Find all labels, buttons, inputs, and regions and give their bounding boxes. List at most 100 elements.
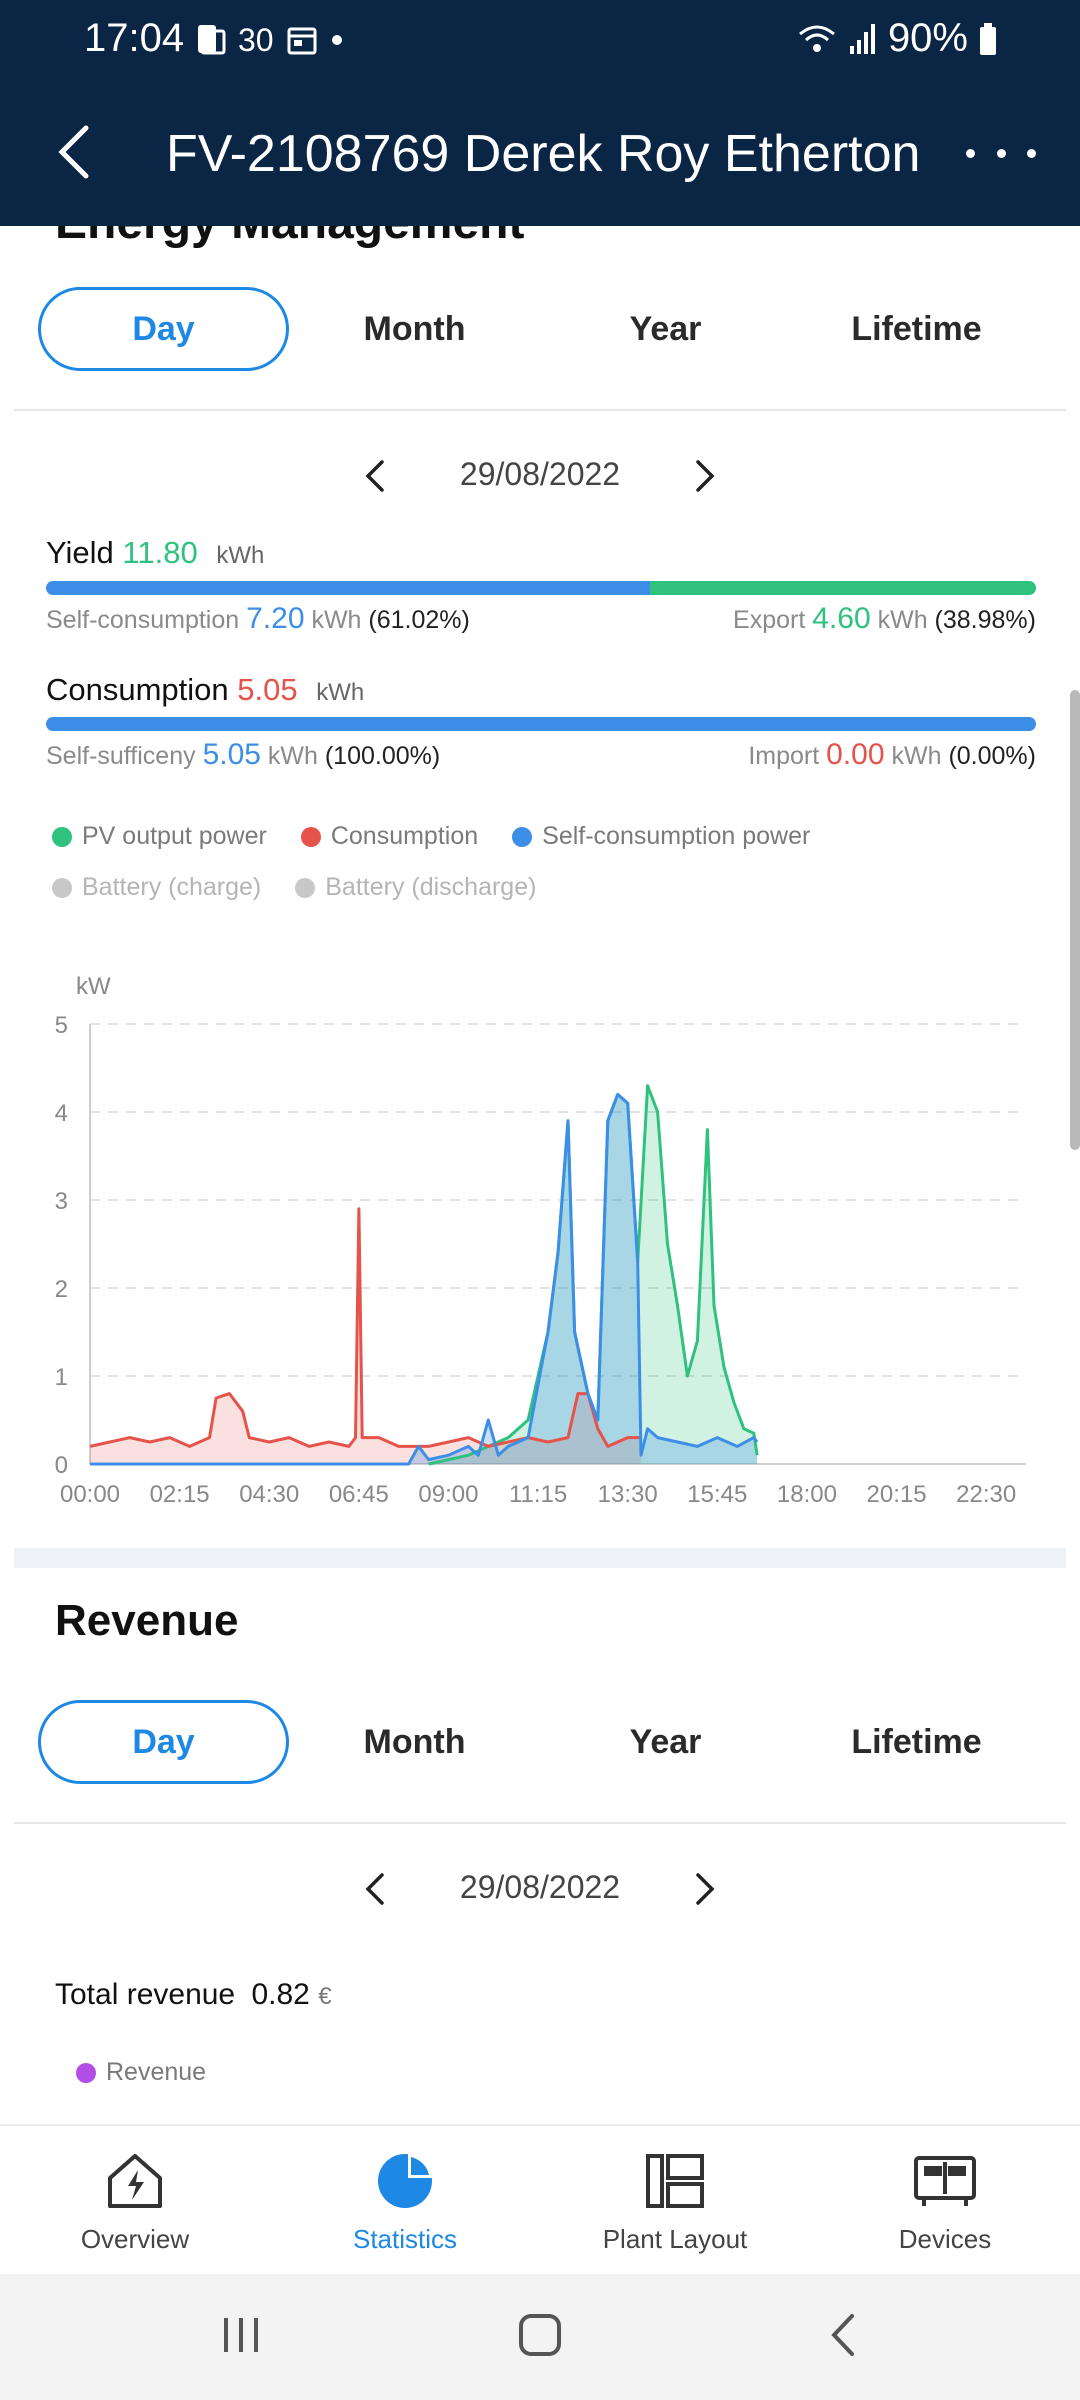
- title-bar: FV-2108769 Derek Roy Etherton: [0, 100, 1080, 210]
- next-date-icon[interactable]: [690, 456, 720, 496]
- nav-label: Overview: [80, 2224, 190, 2254]
- energy-tab-day[interactable]: Day: [38, 287, 289, 371]
- import-value: 0.00: [826, 738, 885, 771]
- yield-self-consumption-segment: [46, 581, 651, 595]
- battery-percent: 90%: [887, 16, 968, 60]
- previous-date-icon[interactable]: [360, 1869, 390, 1909]
- energy-date-nav: 29/08/2022: [0, 448, 1080, 508]
- previous-date-icon[interactable]: [360, 456, 390, 496]
- series-line-self-consumption-power: [90, 1092, 759, 1466]
- energy-tab-month[interactable]: Month: [363, 309, 466, 348]
- energy-tab-year[interactable]: Year: [629, 309, 702, 348]
- divider: [14, 1822, 1066, 1824]
- y-tick-label: 5: [55, 1012, 68, 1039]
- legend-consumption[interactable]: Consumption: [300, 822, 479, 851]
- energy-period-tabs: Day Month Year Lifetime: [38, 287, 1042, 371]
- home-icon[interactable]: [515, 2310, 565, 2360]
- y-tick-label: 3: [55, 1188, 68, 1215]
- self-sufficiency-info: Self-sufficeny 5.05 kWh (100.00%): [46, 738, 440, 772]
- nav-devices[interactable]: Devices: [810, 2126, 1080, 2276]
- app-header: 17:04 30 90% FV-2108769 Derek Roy Ethert…: [0, 0, 1080, 226]
- calendar-icon: [287, 27, 317, 55]
- self-sufficiency-label: Self-sufficeny: [46, 742, 196, 770]
- revenue-section-title: Revenue: [55, 1596, 239, 1645]
- scrollbar[interactable]: [1070, 690, 1080, 1150]
- y-axis-label: kW: [76, 973, 111, 1000]
- device-icon: [914, 2156, 976, 2206]
- bottom-navigation: Overview Statistics Plant Layout Devices: [0, 2124, 1080, 2274]
- revenue-tab-lifetime[interactable]: Lifetime: [851, 1722, 982, 1761]
- section-separator: [14, 1548, 1066, 1568]
- lightning-house-icon: [108, 2154, 162, 2208]
- energy-tab-lifetime[interactable]: Lifetime: [851, 309, 982, 348]
- nav-label: Statistics: [352, 2224, 458, 2254]
- revenue-tab-month[interactable]: Month: [363, 1722, 466, 1761]
- export-percent: (38.98%): [934, 606, 1036, 634]
- revenue-date[interactable]: 29/08/2022: [459, 1869, 621, 1905]
- yield-bar: [46, 581, 1036, 595]
- series-area-self-consumption-power: [90, 1094, 758, 1464]
- legend-label: PV output power: [82, 822, 267, 850]
- self-sufficiency-value: 5.05: [202, 738, 261, 771]
- total-revenue: Total revenue 0.82 €: [55, 1978, 332, 2012]
- consumption-value: 5.05: [237, 672, 298, 707]
- next-date-icon[interactable]: [690, 1869, 720, 1909]
- import-info: Import 0.00 kWh (0.00%): [748, 738, 1036, 772]
- legend-label: Self-consumption power: [542, 822, 811, 850]
- legend-dot: [52, 877, 72, 898]
- back-arrow-icon[interactable]: [52, 122, 102, 182]
- legend-dot: [295, 877, 316, 898]
- system-navigation-bar: [0, 2274, 1080, 2400]
- self-sufficiency-unit: kWh: [267, 742, 318, 770]
- page-title: FV-2108769 Derek Roy Etherton: [166, 125, 921, 183]
- revenue-legend[interactable]: Revenue: [76, 2058, 206, 2087]
- y-tick-label: 2: [55, 1276, 68, 1303]
- x-tick-label: 18:00: [777, 1481, 837, 1508]
- yield-value: 11.80: [122, 535, 198, 570]
- import-label: Import: [748, 742, 820, 770]
- system-back-icon[interactable]: [820, 2310, 870, 2360]
- revenue-tab-day[interactable]: Day: [38, 1700, 289, 1784]
- pie-chart-icon: [378, 2154, 432, 2208]
- legend-label: Consumption: [330, 822, 479, 850]
- nav-label: Devices: [898, 2224, 992, 2254]
- layout-icon: [646, 2154, 704, 2208]
- yield-label: Yield: [46, 535, 114, 570]
- series-area-consumption: [90, 1208, 641, 1464]
- wifi-icon: [798, 25, 835, 52]
- import-unit: kWh: [891, 742, 942, 770]
- divider: [14, 409, 1066, 411]
- energy-date[interactable]: 29/08/2022: [459, 456, 621, 492]
- x-tick-label: 04:30: [239, 1481, 299, 1508]
- more-options-icon[interactable]: [966, 128, 1036, 178]
- self-consumption-percent: (61.02%): [368, 606, 470, 634]
- legend-dot: [512, 826, 533, 847]
- legend-pv-output[interactable]: PV output power: [52, 822, 267, 851]
- revenue-tab-year[interactable]: Year: [629, 1722, 702, 1761]
- status-temp: 30: [238, 21, 274, 58]
- legend-dot: [300, 826, 321, 847]
- nav-overview[interactable]: Overview: [0, 2126, 270, 2276]
- consumption-self-sufficiency-segment: [46, 717, 1036, 731]
- legend-dot: [52, 826, 72, 847]
- export-label: Export: [733, 606, 806, 634]
- nav-plant-layout[interactable]: Plant Layout: [540, 2126, 810, 2276]
- nav-statistics[interactable]: Statistics: [270, 2126, 540, 2276]
- self-consumption-info: Self-consumption 7.20 kWh (61.02%): [46, 602, 470, 636]
- energy-chart[interactable]: kW 0 1 2 3 4 5 00:00 02:15 04:30 06:45 09:00 11:15 13…: [0, 960, 1080, 1520]
- legend-battery-charge[interactable]: Battery (charge): [52, 873, 261, 902]
- self-consumption-value: 7.20: [246, 602, 305, 635]
- total-revenue-label: Total revenue: [55, 1978, 236, 2011]
- legend-battery-discharge[interactable]: Battery (discharge): [295, 873, 536, 902]
- self-consumption-unit: kWh: [311, 606, 362, 634]
- x-tick-label: 00:00: [60, 1481, 120, 1508]
- x-tick-label: 11:15: [509, 1481, 567, 1508]
- y-tick-label: 1: [55, 1364, 68, 1391]
- status-time: 17:04: [84, 16, 185, 60]
- export-info: Export 4.60 kWh (38.98%): [733, 602, 1036, 636]
- legend-self-consumption[interactable]: Self-consumption power: [512, 822, 810, 851]
- revenue-date-nav: 29/08/2022: [0, 1861, 1080, 1921]
- recent-apps-icon[interactable]: [216, 2310, 266, 2360]
- chart-legend-inactive: Battery (charge) Battery (discharge): [52, 873, 536, 902]
- legend-label: Battery (charge): [82, 873, 262, 901]
